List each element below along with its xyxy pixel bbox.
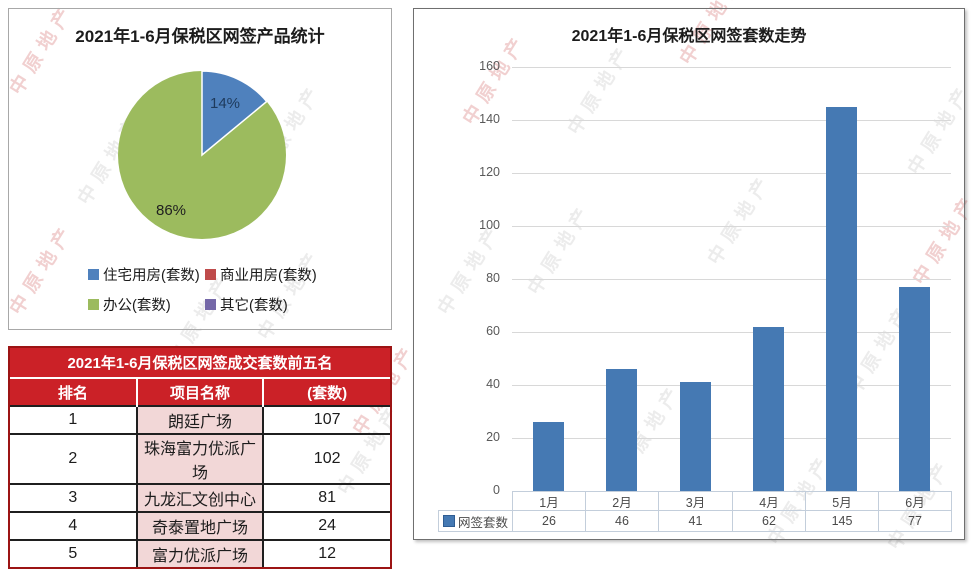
y-axis-tick-label: 140 (479, 112, 500, 126)
table-row: 4 奇泰置地广场 24 (10, 511, 390, 540)
y-axis-tick-label: 20 (486, 430, 500, 444)
y-axis-tick-label: 0 (493, 483, 500, 497)
table-row: 5 富力优派广场 12 (10, 539, 390, 567)
ranking-table-header-cell: 项目名称 (135, 378, 264, 406)
y-axis-tick-label: 40 (486, 377, 500, 391)
legend-item-0: 住宅用房(套数) (88, 264, 205, 285)
count-cell: 102 (262, 433, 390, 484)
bar-series-legend: 网签套数 (438, 510, 513, 532)
bar-chart-title: 2021年1-6月保税区网签套数走势 (571, 28, 807, 45)
bar-3月 (680, 382, 711, 491)
bar-6月 (899, 286, 930, 491)
gridline (512, 173, 951, 174)
rank-cell: 3 (10, 483, 137, 512)
count-cell: 107 (262, 405, 390, 434)
ranking-table: 2021年1-6月保税区网签成交套数前五名 排名 项目名称 (套数) 1 朗廷广场 10… (10, 348, 390, 567)
project-name-cell: 珠海富力优派广场 (135, 433, 264, 484)
ranking-table-header-cell: 排名 (10, 378, 137, 406)
y-axis-tick-label: 60 (486, 324, 500, 338)
ranking-table-title: 2021年1-6月保税区网签成交套数前五名 (10, 348, 390, 379)
x-axis-category-cell: 2月 (585, 491, 659, 511)
data-table-value-cell: 26 (512, 510, 586, 532)
legend-item-label: 商业用房(套数) (220, 268, 317, 284)
data-table-value-cell: 41 (658, 510, 733, 532)
gridline (512, 226, 951, 227)
gridline (512, 279, 951, 280)
x-axis-category-cell: 6月 (878, 491, 952, 511)
gridline (512, 120, 951, 121)
ranking-table-header-cell: (套数) (262, 378, 390, 406)
pie-slice-residential (201, 70, 268, 157)
data-table-value-cell: 46 (585, 510, 659, 532)
count-cell: 24 (262, 511, 390, 540)
y-axis-tick-label: 160 (479, 59, 500, 73)
bar-legend-label: 网签套数 (458, 515, 509, 530)
pie-legend: 住宅用房(套数) 商业用房(套数) 办公(套数) 其它(套数) (88, 264, 338, 315)
project-name-cell: 朗廷广场 (135, 405, 264, 434)
project-name-cell: 富力优派广场 (135, 539, 264, 567)
rank-cell: 4 (10, 511, 137, 540)
gridline (512, 438, 951, 439)
legend-item-2: 办公(套数) (88, 294, 205, 315)
legend-item-label: 住宅用房(套数) (103, 268, 200, 284)
project-name-cell: 奇泰置地广场 (135, 511, 264, 540)
table-row: 2 珠海富力优派广场 102 (10, 433, 390, 484)
ranking-table-title-row: 2021年1-6月保税区网签成交套数前五名 (10, 348, 390, 379)
pie-chart (118, 70, 286, 239)
pie-slice-label-residential: 14% (210, 95, 241, 112)
count-cell: 12 (262, 539, 390, 567)
y-axis-tick-label: 80 (486, 271, 500, 285)
gridline (512, 67, 951, 68)
gridline (512, 385, 951, 386)
data-table-value-cell: 62 (732, 510, 806, 532)
x-axis-category-cell: 1月 (512, 491, 586, 511)
data-table-value-cell: 77 (878, 510, 952, 532)
ranking-table-border: 2021年1-6月保税区网签成交套数前五名 排名 项目名称 (套数) 1 朗廷广场 10… (8, 346, 392, 569)
y-axis-tick-label: 120 (479, 165, 500, 179)
ranking-table-panel: 2021年1-6月保税区网签成交套数前五名 排名 项目名称 (套数) 1 朗廷广场 10… (8, 346, 392, 569)
bar-4月 (753, 326, 784, 491)
bar-2月 (606, 369, 637, 491)
ranking-table-header-row: 排名 项目名称 (套数) (10, 378, 390, 406)
bar-chart-panel: 2021年1-6月保税区网签套数走势 0 20 40 60 80 100 120 140 160… (413, 8, 965, 540)
pie-chart-panel: 2021年1-6月保税区网签产品统计 14% 86% 住宅用房(套数) 商业用房(… (8, 8, 392, 330)
data-table-value-cell: 145 (805, 510, 879, 532)
x-axis-category-cell: 4月 (732, 491, 806, 511)
count-cell: 81 (262, 483, 390, 512)
rank-cell: 1 (10, 405, 137, 434)
legend-swatch-icon (205, 269, 216, 280)
pie-chart-title: 2021年1-6月保税区网签产品统计 (75, 27, 325, 46)
x-axis-category-cell: 5月 (805, 491, 879, 511)
rank-cell: 2 (10, 433, 137, 484)
y-axis-tick-label: 100 (479, 218, 500, 232)
bar-5月 (826, 106, 857, 491)
legend-item-label: 办公(套数) (103, 298, 171, 314)
legend-item-1: 商业用房(套数) (205, 264, 338, 285)
gridline (512, 332, 951, 333)
legend-swatch-icon (88, 299, 99, 310)
project-name-cell: 九龙汇文创中心 (135, 483, 264, 512)
bar-1月 (533, 422, 564, 491)
pie-slice-label-office: 86% (156, 202, 187, 219)
table-row: 1 朗廷广场 107 (10, 405, 390, 434)
rank-cell: 5 (10, 539, 137, 567)
legend-swatch-icon (88, 269, 99, 280)
bar-legend-swatch-icon (443, 515, 455, 527)
legend-swatch-icon (205, 299, 216, 310)
x-axis-category-cell: 3月 (658, 491, 733, 511)
legend-item-label: 其它(套数) (220, 298, 288, 314)
legend-item-3: 其它(套数) (205, 294, 338, 315)
table-row: 3 九龙汇文创中心 81 (10, 483, 390, 512)
